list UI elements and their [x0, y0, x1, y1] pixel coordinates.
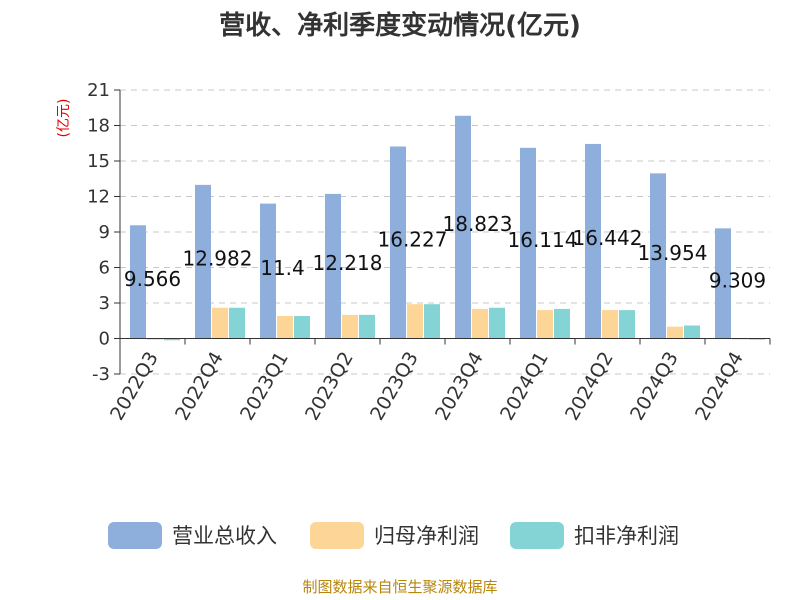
x-tick-label: 2023Q2: [301, 348, 358, 424]
y-axis-label: (亿元): [56, 99, 72, 138]
data-label: 13.954: [638, 241, 708, 265]
y-tick-label: 0: [99, 329, 110, 350]
bar: [424, 304, 440, 339]
x-tick-label: 2023Q3: [366, 348, 423, 424]
bar: [390, 146, 406, 339]
data-label: 11.4: [260, 256, 305, 280]
legend-item[interactable]: 归母净利润: [310, 522, 479, 549]
y-tick-label: 6: [99, 258, 110, 279]
y-tick-label: 18: [87, 116, 110, 137]
y-tick-label: -3: [92, 364, 110, 385]
bar: [359, 314, 375, 339]
bar: [585, 143, 601, 339]
legend-label: 扣非净利润: [574, 524, 679, 548]
bar: [520, 147, 536, 339]
data-label: 12.218: [313, 251, 383, 275]
x-tick-label: 2024Q3: [626, 348, 683, 424]
y-tick-label: 9: [99, 222, 110, 243]
y-tick-label: 12: [87, 187, 110, 208]
bar: [684, 325, 700, 339]
bar: [342, 314, 358, 339]
bar: [147, 338, 163, 340]
bar: [260, 203, 276, 339]
bar: [455, 115, 471, 339]
x-tick-label: 2022Q4: [171, 348, 228, 424]
bar: [294, 316, 310, 339]
legend-item[interactable]: 营业总收入: [108, 522, 277, 549]
bar: [195, 184, 211, 339]
bar: [715, 228, 731, 339]
x-tick-label: 2024Q1: [496, 348, 553, 424]
bar: [619, 310, 635, 339]
bar: [130, 225, 146, 339]
bar: [489, 307, 505, 339]
legend-swatch: [108, 522, 162, 549]
bar: [472, 308, 488, 339]
y-axis: -3 0 3 6 9 12 15 18 21: [87, 80, 121, 385]
bar: [277, 316, 293, 339]
legend-label: 归母净利润: [374, 524, 479, 548]
bar: [537, 310, 553, 339]
bar: [212, 307, 228, 339]
data-label: 18.823: [443, 212, 513, 236]
legend-swatch: [510, 522, 564, 549]
source-note: 制图数据来自恒生聚源数据库: [302, 578, 497, 596]
data-label: 16.114: [508, 228, 578, 252]
x-tick-label: 2024Q4: [691, 348, 748, 424]
bar: [407, 304, 423, 339]
bar: [650, 173, 666, 339]
data-label: 16.442: [573, 226, 643, 250]
y-tick-label: 15: [87, 151, 110, 172]
legend-item[interactable]: 扣非净利润: [510, 522, 679, 549]
data-label: 12.982: [183, 247, 253, 271]
y-tick-label: 21: [87, 80, 110, 101]
legend-swatch: [310, 522, 364, 549]
bar: [602, 310, 618, 339]
bar: [554, 308, 570, 339]
data-label: 9.566: [124, 267, 181, 291]
bar: [667, 326, 683, 339]
bars: [130, 115, 765, 341]
x-axis: 2022Q3 2022Q4 2023Q1 2023Q2 2023Q3 2023Q4 2024…: [106, 338, 771, 424]
bar: [229, 307, 245, 339]
x-tick-label: 2024Q2: [561, 348, 618, 424]
bar: [325, 193, 341, 339]
x-tick-label: 2023Q4: [431, 348, 488, 424]
x-tick-label: 2022Q3: [106, 348, 163, 424]
y-tick-label: 3: [99, 293, 110, 314]
legend[interactable]: 营业总收入 归母净利润 扣非净利润: [108, 522, 679, 549]
legend-label: 营业总收入: [172, 524, 277, 548]
chart-title: 营收、净利季度变动情况(亿元): [219, 10, 581, 41]
data-label: 16.227: [378, 227, 448, 251]
bar: [164, 338, 180, 341]
x-tick-label: 2023Q1: [236, 348, 293, 424]
bar: [749, 338, 765, 340]
data-label: 9.309: [709, 268, 766, 292]
